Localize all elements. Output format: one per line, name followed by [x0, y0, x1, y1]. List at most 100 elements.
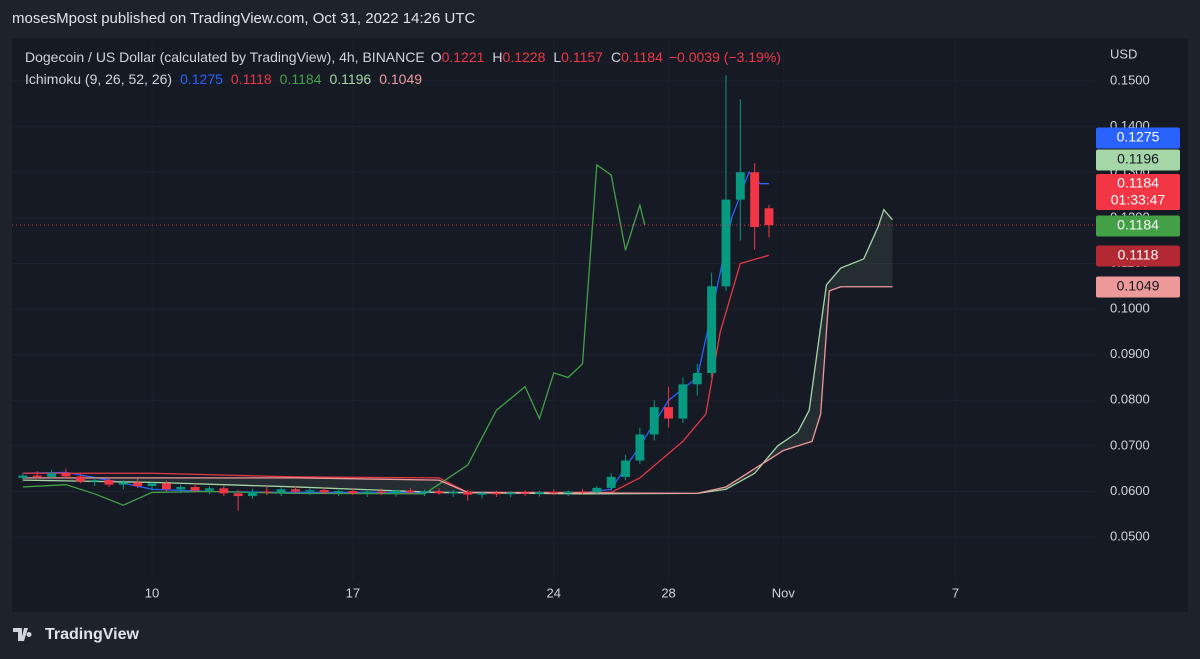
candle-body	[463, 491, 473, 495]
y-axis-label: USD	[1110, 46, 1137, 61]
candle-body	[61, 473, 71, 477]
candle-body	[204, 488, 214, 491]
candle-body	[549, 491, 559, 494]
ohlc-label: O	[431, 49, 442, 65]
candle-body	[750, 172, 760, 227]
candle-body	[291, 489, 300, 492]
candle-body	[664, 407, 674, 419]
y-tick-label: 0.0900	[1110, 346, 1150, 361]
candle-body	[133, 482, 143, 487]
price-label: 0.1275	[1117, 129, 1160, 145]
candle-body	[448, 491, 458, 494]
y-tick-label: 0.0700	[1110, 437, 1150, 452]
candle-body	[405, 490, 415, 493]
candle-body	[434, 491, 444, 494]
candle-body	[75, 476, 85, 482]
price-label: 0.1049	[1117, 278, 1160, 294]
ohlc-value: 0.1157	[561, 49, 603, 65]
published-line: mosesMpost published on TradingView.com,…	[12, 10, 475, 27]
candle-body	[420, 491, 430, 493]
candle-body	[319, 490, 329, 493]
price-label-box	[1096, 276, 1180, 298]
ohlc-label: H	[492, 49, 502, 65]
indicator-line	[22, 208, 893, 495]
legend-line: Ichimoku (9, 26, 52, 26) 0.1275 0.1118 0.11…	[25, 71, 422, 87]
indicator-value: 0.1049	[379, 71, 422, 87]
y-tick-label: 0.0800	[1110, 392, 1150, 407]
y-tick-label: 0.1500	[1110, 72, 1150, 87]
chart-panel	[12, 38, 1188, 612]
price-label-box	[1096, 215, 1180, 237]
candle-body	[305, 490, 315, 492]
candle-body	[477, 492, 487, 495]
candle-body	[219, 488, 229, 494]
ohlc-label: L	[553, 49, 561, 65]
candle-body	[764, 208, 774, 226]
ohlc-label: C	[611, 49, 621, 65]
price-label: 0.1118	[1118, 247, 1159, 263]
x-tick-label: 24	[547, 585, 561, 600]
brand-logo	[13, 628, 32, 641]
candle-body	[563, 491, 573, 494]
x-tick-label: Nov	[772, 585, 796, 600]
candle-body	[621, 460, 630, 477]
candle-body	[735, 172, 745, 200]
brand: TradingView	[45, 626, 140, 643]
indicator-value: 0.1118	[231, 71, 272, 87]
countdown: 01:33:47	[1111, 192, 1166, 208]
x-tick-label: 10	[145, 585, 159, 600]
price-label-box	[1096, 127, 1180, 149]
candle-body	[47, 473, 57, 477]
candle-body	[578, 491, 587, 493]
price-label: 0.1184	[1117, 175, 1159, 191]
candle-body	[707, 286, 717, 373]
candle-body	[90, 480, 100, 482]
price-label-box	[1096, 174, 1180, 210]
candle-body	[32, 475, 42, 477]
indicator-line	[22, 286, 893, 494]
price-label-box	[1096, 149, 1180, 171]
change: −0.0039 (−3.19%)	[669, 49, 781, 65]
candle-body	[649, 407, 659, 435]
candle-body	[118, 482, 128, 485]
candle-body	[391, 490, 401, 493]
candle-body	[506, 492, 516, 495]
x-tick-label: 7	[952, 585, 959, 600]
candle-body	[248, 491, 257, 497]
y-tick-label: 0.0600	[1110, 483, 1150, 498]
candle-body	[520, 492, 530, 494]
candle-body	[592, 487, 602, 493]
candle-body	[692, 372, 702, 385]
logo-icon	[13, 628, 32, 641]
candle-body	[348, 491, 358, 494]
candle-body	[190, 486, 200, 491]
price-label: 0.1184	[1117, 217, 1159, 233]
indicator-name: Ichimoku (9, 26, 52, 26)	[25, 71, 172, 87]
indicator-value: 0.1275	[180, 71, 223, 87]
candle-body	[276, 489, 286, 493]
candle-body	[377, 491, 387, 493]
candle-body	[104, 480, 114, 485]
indicator-line	[22, 163, 646, 506]
candle-body	[334, 491, 344, 493]
candle-body	[678, 384, 688, 419]
legend-line: Dogecoin / US Dollar (calculated by Trad…	[25, 49, 781, 65]
candle-body	[721, 199, 731, 287]
ohlc-value: 0.1184	[621, 49, 663, 65]
price-label-box	[1096, 245, 1180, 267]
candle-body	[18, 475, 28, 478]
indicator-line	[22, 254, 770, 494]
price-label: 0.1196	[1117, 151, 1159, 167]
symbol: Dogecoin / US Dollar (calculated by Trad…	[25, 49, 425, 65]
candle-body	[262, 491, 272, 493]
candle-body	[161, 483, 171, 490]
candle-body	[362, 491, 372, 494]
indicator-value: 0.1184	[280, 71, 322, 87]
y-tick-label: 0.0500	[1110, 529, 1150, 544]
candle-body	[147, 483, 157, 487]
candle-body	[176, 486, 186, 490]
indicator-value: 0.1196	[329, 71, 371, 87]
x-tick-label: 28	[661, 585, 675, 600]
